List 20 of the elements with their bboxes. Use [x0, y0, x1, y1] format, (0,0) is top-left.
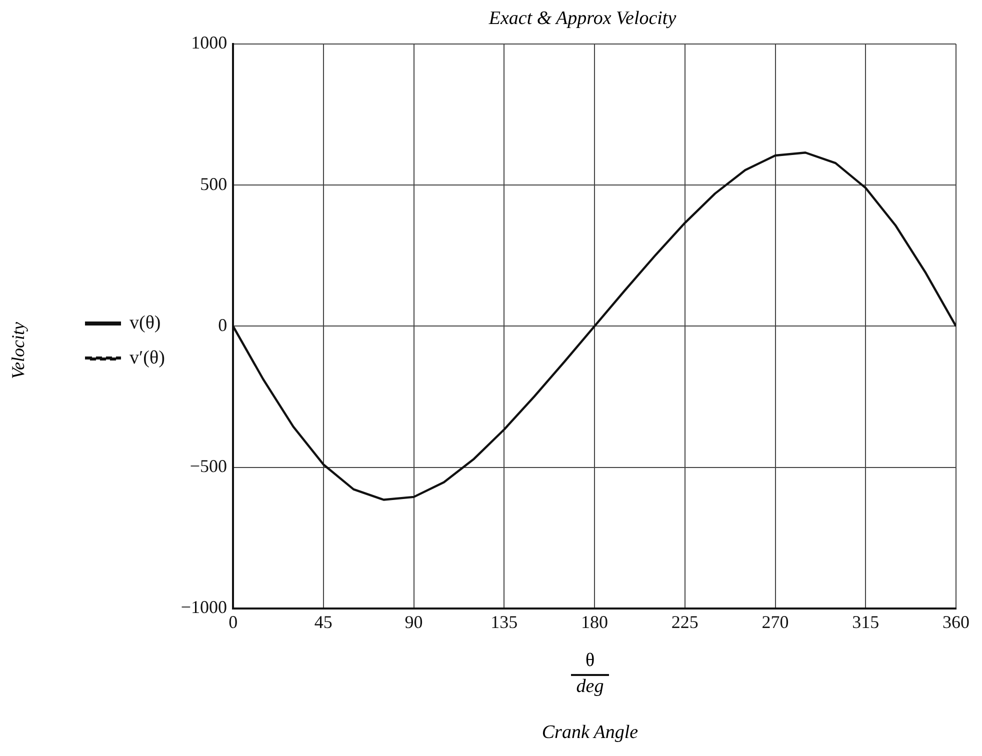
- text: deg: [575, 676, 605, 698]
- y-tick-label: −1000: [180, 597, 228, 618]
- text: θ: [571, 650, 609, 676]
- x-tick-label: 180: [581, 612, 608, 632]
- text: Velocity: [8, 322, 29, 379]
- chart-title: Exact & Approx Velocity: [488, 8, 678, 30]
- x-tick-label: 135: [490, 612, 518, 632]
- x-tick-label: 360: [942, 612, 970, 632]
- x-tick-label: 45: [314, 612, 332, 632]
- x-axis-title: Crank Angle: [540, 722, 640, 744]
- y-tick-label: −500: [190, 456, 228, 476]
- y-tick-label: 1000: [191, 32, 228, 53]
- x-tick-label: 90: [404, 612, 423, 632]
- legend-label: v′(θ): [130, 347, 165, 368]
- y-tick-label: 0: [218, 314, 228, 335]
- x-tick-label: 315: [852, 612, 880, 632]
- x-tick-label: 225: [671, 612, 698, 632]
- x-tick-label: 270: [762, 612, 789, 632]
- y-tick-label: 500: [200, 174, 228, 194]
- legend-label: v(θ): [130, 312, 161, 334]
